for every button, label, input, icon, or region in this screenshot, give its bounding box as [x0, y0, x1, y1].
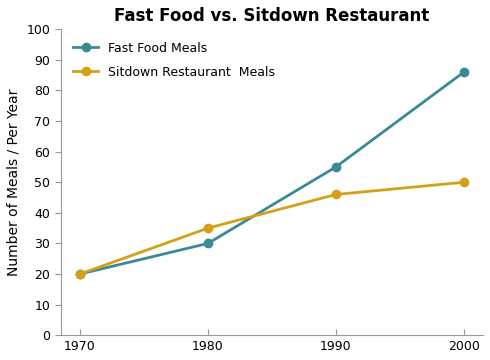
Sitdown Restaurant  Meals — [333, 192, 339, 197]
Line: Sitdown Restaurant  Meals: Sitdown Restaurant Meals — [76, 178, 468, 278]
Sitdown Restaurant  Meals — [77, 272, 83, 276]
Fast Food Meals — [205, 241, 211, 246]
Title: Fast Food vs. Sitdown Restaurant: Fast Food vs. Sitdown Restaurant — [114, 7, 430, 25]
Fast Food Meals — [461, 70, 467, 74]
Y-axis label: Number of Meals / Per Year: Number of Meals / Per Year — [7, 89, 21, 276]
Sitdown Restaurant  Meals — [461, 180, 467, 184]
Fast Food Meals — [77, 272, 83, 276]
Line: Fast Food Meals: Fast Food Meals — [76, 68, 468, 278]
Fast Food Meals — [333, 165, 339, 169]
Legend: Fast Food Meals, Sitdown Restaurant  Meals: Fast Food Meals, Sitdown Restaurant Meal… — [67, 36, 282, 85]
Sitdown Restaurant  Meals — [205, 226, 211, 230]
